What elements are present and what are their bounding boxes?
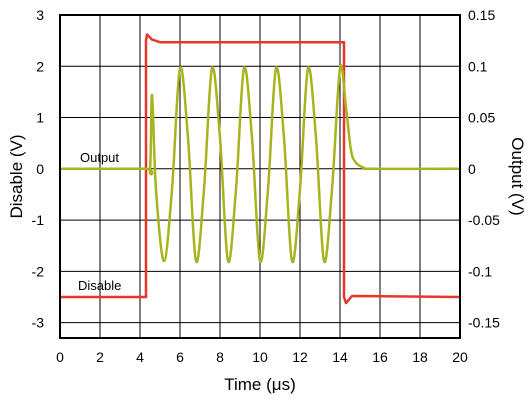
series-line-disable: [60, 33, 461, 305]
x-tick-label: 0: [56, 349, 64, 365]
y-right-tick-label: 0: [468, 161, 476, 177]
y-left-tick-label: -1: [32, 212, 45, 228]
y-axis-right-title: Output (V): [508, 137, 527, 215]
series-line-output: [59, 64, 461, 264]
x-tick-label: 10: [252, 349, 268, 365]
y-right-tick-label: -0.15: [468, 315, 500, 331]
x-tick-label: 14: [332, 349, 348, 365]
x-axis-title: Time (μs): [224, 375, 296, 394]
x-axis-title-unit: (μs): [266, 375, 296, 394]
y-left-tick-label: 0: [36, 161, 44, 177]
y-left-tick-label: 1: [36, 110, 44, 126]
x-tick-label: 18: [412, 349, 428, 365]
chart-ticks: 0 2 4 6 8 10 12 14 16 18 203210-1-2-30.150.10.050-…: [32, 7, 501, 365]
y-left-tick-label: 2: [36, 58, 44, 74]
y-left-tick-label: -3: [32, 315, 45, 331]
x-tick-label: 6: [176, 349, 184, 365]
y-left-tick-label: -2: [32, 263, 45, 279]
x-tick-label: 2: [96, 349, 104, 365]
chart-series-layer: [59, 33, 461, 305]
plot-frame: [59, 14, 461, 339]
y-axis-left-title: Disable (V): [7, 134, 26, 218]
y-right-tick-label: 0.05: [468, 110, 495, 126]
y-right-tick-label: -0.1: [468, 263, 492, 279]
y-right-tick-label: 0.1: [468, 58, 488, 74]
x-tick-label: 12: [292, 349, 308, 365]
x-axis-title-text: Time: [224, 375, 261, 394]
y-right-tick-label: 0.15: [468, 7, 495, 23]
series-label-output: Output: [80, 150, 119, 165]
x-tick-label: 16: [372, 349, 388, 365]
x-tick-label: 8: [216, 349, 224, 365]
y-left-tick-label: 3: [36, 7, 44, 23]
x-tick-label: 4: [136, 349, 144, 365]
x-tick-label: 20: [452, 349, 468, 365]
y-right-tick-label: -0.05: [468, 212, 500, 228]
series-label-disable: Disable: [78, 278, 121, 293]
